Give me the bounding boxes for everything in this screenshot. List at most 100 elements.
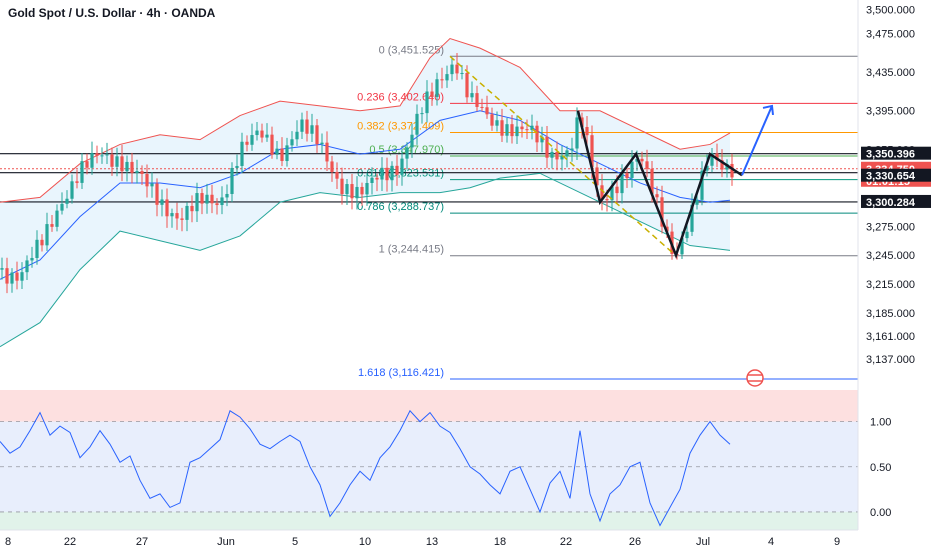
bollinger-band-fill [0, 38, 730, 347]
candle-body [310, 125, 314, 134]
candle-body [575, 117, 579, 149]
candle-body [500, 120, 504, 136]
fib-level-label: 0.786 (3,288.737) [357, 201, 444, 213]
candle-body [235, 165, 239, 168]
oscillator-tick-label: 0.50 [870, 462, 891, 474]
candle-body [710, 153, 714, 166]
time-tick-label: 8 [5, 536, 11, 548]
candle-body [55, 210, 59, 227]
candle-body [395, 165, 399, 175]
candle-body [60, 203, 64, 211]
candle-body [375, 177, 379, 180]
candle-body [295, 131, 299, 140]
candle-body [285, 145, 289, 162]
candle-body [620, 173, 624, 194]
oscillator-line [0, 409, 731, 527]
candle-body [290, 139, 294, 146]
candle-body [400, 158, 404, 175]
candle-body [325, 142, 329, 162]
candle-body [270, 134, 274, 155]
w-pattern-line [576, 110, 743, 259]
candle-body [175, 213, 179, 219]
candle-body [125, 161, 129, 172]
candle-body [450, 64, 454, 75]
candle-body [600, 185, 604, 200]
price-tick-label: 3,245.000 [866, 250, 915, 262]
oscillator-tick-label: 0.00 [870, 507, 891, 519]
candle-body [205, 194, 209, 204]
candle-body [155, 183, 159, 205]
candle-body [80, 161, 84, 183]
candle-body [135, 171, 139, 173]
candle-body [95, 153, 99, 156]
candle-body [520, 126, 524, 130]
candle-body [610, 186, 614, 201]
time-tick-label: 5 [292, 536, 298, 548]
candle-body [660, 197, 664, 227]
candle-body [100, 155, 104, 157]
candle-body [300, 119, 304, 132]
candle-body [30, 257, 34, 261]
time-tick-label: Jun [217, 536, 235, 548]
candle-body [695, 199, 699, 205]
candle-body [560, 156, 564, 160]
candle-body [615, 186, 619, 194]
candle-body [410, 134, 414, 148]
candle-body [515, 126, 519, 137]
candle-body [555, 151, 559, 160]
candle-body [550, 151, 554, 158]
time-tick-label: 4 [768, 536, 774, 548]
candle-body [40, 239, 44, 246]
candle-body [465, 72, 469, 98]
candle-body [355, 186, 359, 199]
trend-line [449, 55, 677, 257]
candle-body [130, 161, 134, 173]
candle-body [625, 173, 629, 178]
price-tag-label: 3,330.654 [866, 171, 916, 183]
candle-body [455, 64, 459, 74]
candle-body [150, 183, 154, 187]
candle-body [380, 167, 384, 180]
candle-body [690, 204, 694, 232]
candle-body [340, 178, 344, 195]
candle-body [490, 114, 494, 126]
fib-level-label: 0.236 (3,402.640) [357, 91, 444, 103]
time-tick-label: 26 [629, 536, 641, 548]
candle-body [530, 125, 534, 131]
bollinger-bb-basis-line [0, 110, 731, 280]
candle-body [345, 184, 349, 195]
bollinger-bb-upper-line [0, 37, 731, 203]
candle-body [165, 199, 169, 217]
candle-body [440, 79, 444, 81]
candle-body [390, 165, 394, 181]
price-tick-label: 3,215.000 [866, 279, 915, 291]
candle-body [50, 224, 54, 227]
candle-body [645, 161, 649, 169]
price-tag [861, 168, 931, 182]
candle-body [590, 135, 594, 168]
candle-body [200, 193, 204, 204]
candle-body [260, 130, 264, 138]
candle-body [120, 156, 124, 172]
candle-body [605, 199, 609, 201]
price-tick-label: 3,137.000 [866, 354, 915, 366]
candle-body [335, 171, 339, 179]
time-tick-label: 9 [834, 536, 840, 548]
price-tick-label: 3,161.000 [866, 331, 915, 343]
oscillator-tick-label: 1.00 [870, 417, 891, 429]
oversold-zone [0, 511, 858, 530]
candle-body [655, 194, 659, 198]
time-tick-label: 22 [64, 536, 76, 548]
candle-body [15, 272, 19, 281]
candle-body [705, 165, 709, 171]
candle-body [105, 154, 109, 156]
candle-body [220, 197, 224, 206]
candle-body [160, 199, 164, 205]
candle-body [430, 91, 434, 97]
candle-body [585, 127, 589, 136]
time-tick-label: 13 [426, 536, 438, 548]
candle-body [240, 141, 244, 166]
candle-body [485, 107, 489, 115]
